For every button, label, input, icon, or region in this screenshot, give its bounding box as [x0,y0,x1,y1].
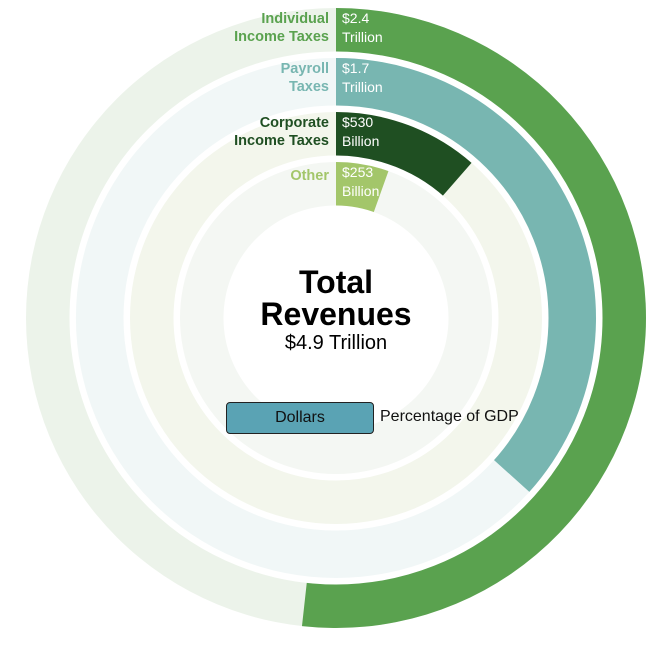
payroll-taxes-category-label: Payroll Taxes [281,60,329,96]
corporate-income-taxes-bar[interactable] [336,112,472,196]
other-category-label: Other [290,167,329,185]
other-value-line: Billion [342,183,380,199]
payroll-taxes-value-line: Trillion [342,79,383,95]
individual-income-taxes-category-line: Individual [261,11,329,27]
center-title: Total Revenues [260,264,412,332]
individual-income-taxes-category-line: Income Taxes [234,29,329,45]
corporate-income-taxes-category-line: Income Taxes [234,133,329,149]
corporate-income-taxes-category-label: Corporate Income Taxes [234,114,329,150]
corporate-income-taxes-category-line: Corporate [259,115,329,131]
other-category-line: Other [290,168,329,184]
individual-income-taxes-value-label: $2.4 Trillion [342,9,383,47]
individual-income-taxes-value-line: Trillion [342,29,383,45]
corporate-income-taxes-value-line: $530 [342,114,374,130]
payroll-taxes-value-label: $1.7 Trillion [342,59,383,97]
ring-separator [69,51,603,585]
center-total-value: $4.9 Trillion [284,332,388,354]
individual-income-taxes-value-line: $2.4 [342,10,370,26]
individual-income-taxes-category-label: Individual Income Taxes [234,10,329,46]
dollars-toggle-button[interactable]: Dollars [226,402,374,434]
center-disk [225,207,447,429]
corporate-income-taxes-value-label: $530 Billion [342,113,379,151]
corporate-income-taxes-value-line: Billion [342,133,380,149]
payroll-taxes-category-line: Payroll [280,61,329,77]
payroll-taxes-category-line: Taxes [288,79,329,95]
payroll-taxes-value-line: $1.7 [342,60,370,76]
other-value-label: $253 Billion [342,163,382,201]
individual-income-taxes-bar[interactable] [301,8,647,628]
percentage-of-gdp-toggle[interactable]: Percentage of GDP [380,408,519,425]
ring-separator [123,105,549,531]
payroll-taxes-bar[interactable] [336,58,596,492]
other-value-line: $253 [342,164,374,180]
ring-separator [173,155,499,481]
other-bar[interactable] [336,162,389,213]
